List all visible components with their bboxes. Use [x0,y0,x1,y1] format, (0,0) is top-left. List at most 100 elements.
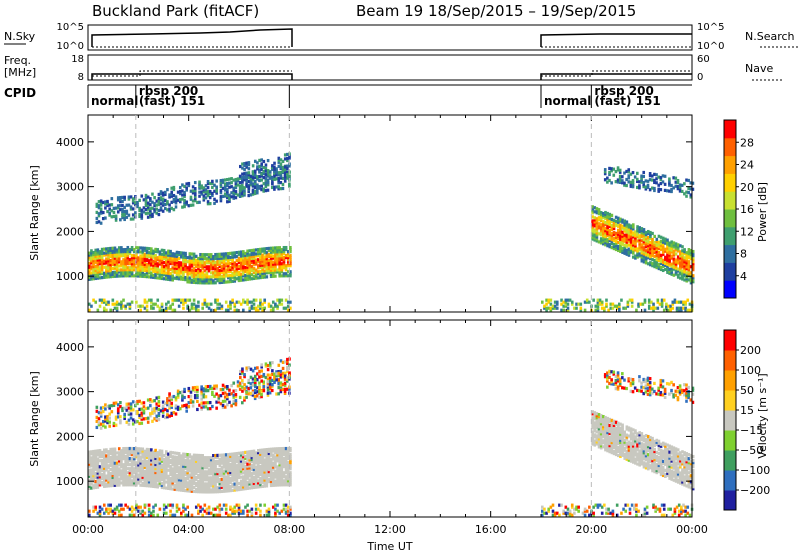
power-cell [150,259,153,263]
power-cell [175,272,179,277]
power-cell [237,270,241,275]
power-cell [161,209,165,213]
power-cell [172,200,176,204]
freq-panel: Freq. [MHz] 18 8 60 0 Nave [4,54,782,83]
power-cell [207,279,211,283]
velocity-cell [142,417,146,421]
power-cell [663,174,667,178]
power-cell [256,177,259,181]
power-cell [214,254,217,259]
velocity-cell [155,418,159,422]
power-cell [156,250,160,254]
power-cell [92,265,95,269]
velocity-cell [154,472,157,477]
power-cell [263,257,267,261]
power-cell [680,306,683,310]
power-cell [165,253,168,257]
power-cell [237,256,241,260]
power-cell [139,264,142,268]
power-cell [232,192,236,196]
velocity-cell [280,463,284,467]
power-cell [602,216,605,220]
power-cell [273,171,276,175]
power-cell [619,247,622,252]
power-cell [220,256,224,260]
power-cell [207,253,211,257]
velocity-cell [284,465,288,469]
power-cell [199,271,202,275]
power-cell [216,258,219,263]
velocity-cell [102,452,106,456]
power-cell [267,271,271,275]
velocity-cell [173,465,177,469]
power-cell [619,237,622,241]
velocity-cell [192,453,196,457]
power-cell [98,268,102,272]
power-cell [208,191,212,196]
power-cell [170,186,174,190]
power-cell [649,234,652,239]
power-cell [224,280,228,284]
power-cell [237,300,241,304]
velocity-cell [235,468,239,472]
velocity-cell [203,466,207,470]
power-cell [612,246,616,251]
power-cell [132,256,136,260]
velocity-cell [166,399,169,403]
velocity-cell [183,389,186,394]
power-cell [115,306,119,310]
power-cell [194,306,198,310]
velocity-cell [115,475,119,479]
power-cell [636,249,639,253]
velocity-cell [227,481,230,485]
power-cell [177,304,181,308]
power-cell [171,276,175,280]
y-tick-label: 3000 [56,181,84,194]
velocity-cell [278,455,281,459]
power-cell [610,246,614,250]
power-cell [277,173,280,177]
velocity-cell [259,458,262,463]
velocity-cell [137,481,140,485]
power-cell [661,268,665,273]
power-cell [638,226,641,230]
power-cell [162,269,166,273]
power-cell [97,214,101,218]
power-cell [289,248,292,252]
velocity-cell [114,417,118,421]
power-cell [263,259,267,263]
velocity-cell [186,463,190,467]
velocity-cell [244,466,247,471]
power-cell [219,183,223,187]
power-cell [252,268,256,272]
power-cell [207,275,211,279]
velocity-cell [278,457,281,461]
power-cell [192,306,196,310]
velocity-cell [271,473,275,477]
velocity-cell [175,469,179,474]
power-cell [631,247,635,251]
velocity-cell [171,467,175,471]
velocity-cell [113,483,117,487]
power-cell [173,270,177,274]
power-cell [145,300,149,304]
velocity-cell [259,472,262,477]
power-cell [248,257,252,261]
power-cell [646,254,650,258]
power-cell [137,264,140,268]
velocity-cell [215,386,218,390]
power-cell [235,271,239,275]
power-cell [677,306,681,310]
power-cell [230,185,233,189]
power-cell [162,267,166,271]
velocity-cell [150,470,153,474]
power-cell [606,244,609,248]
power-cell [218,258,222,262]
velocity-cell [204,389,208,393]
velocity-cell [289,446,292,451]
power-cell [256,308,260,312]
velocity-cell [239,487,243,491]
power-cell [604,227,607,231]
power-cell [143,246,147,250]
nsky-label: N.Sky [4,30,36,43]
